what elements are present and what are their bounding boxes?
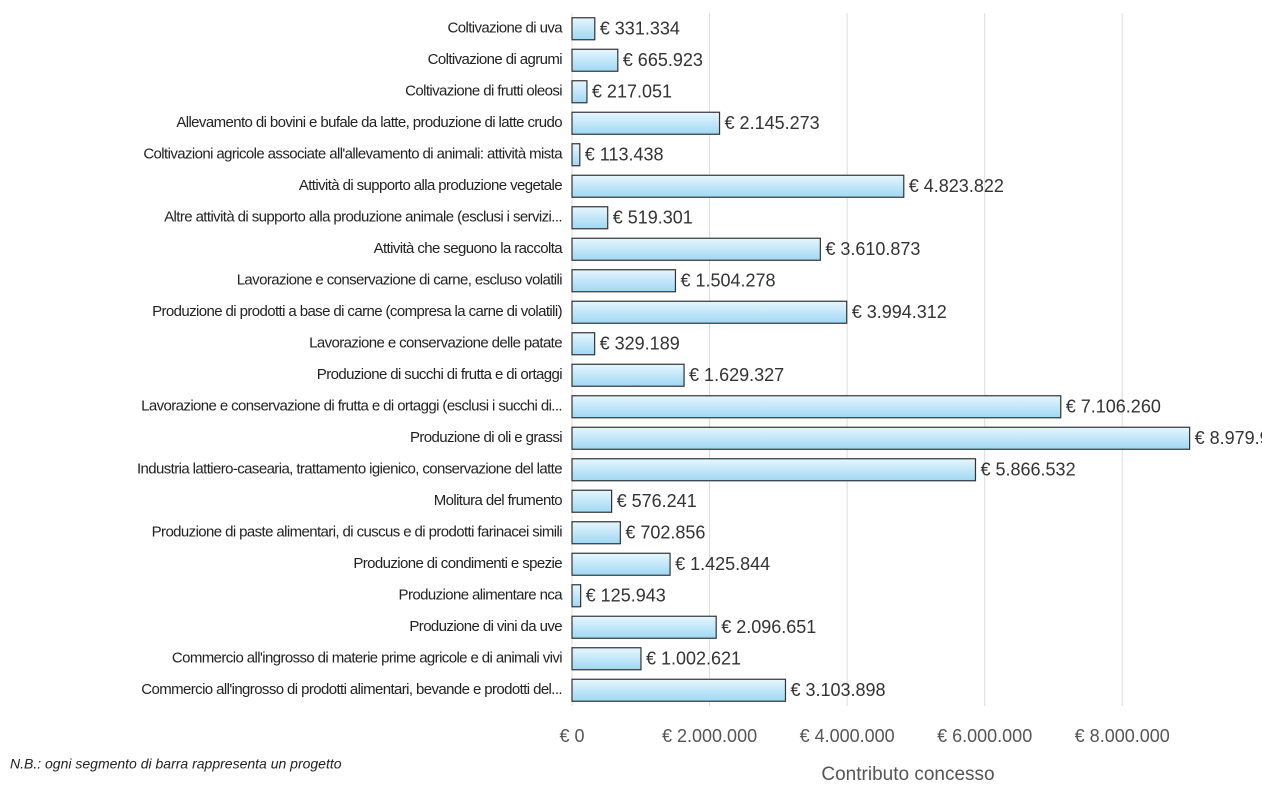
value-label: € 2.145.273 [725,113,820,133]
x-tick-label: € 4.000.000 [800,726,895,746]
category-label: Allevamento di bovini e bufale da latte,… [176,114,562,131]
category-label: Lavorazione e conservazione di frutta e … [141,398,562,415]
x-tick-label: € 2.000.000 [662,726,757,746]
bar [571,584,582,608]
bar [571,395,1062,419]
bar [571,332,596,356]
value-label: € 3.610.873 [825,239,920,259]
value-label: € 665.923 [623,50,703,70]
value-label: € 1.629.327 [689,365,784,385]
x-tick-label: € 8.000.000 [1075,726,1170,746]
value-label: € 3.994.312 [852,302,947,322]
bar [571,111,721,135]
bar [571,489,613,513]
category-label: Coltivazione di frutti oleosi [405,83,562,100]
value-label: € 113.438 [585,145,664,165]
bar [571,80,588,104]
bar [571,17,596,41]
value-label: € 125.943 [586,586,666,606]
bar [571,647,642,671]
value-label: € 2.096.651 [721,617,816,637]
bar [571,143,581,167]
category-label: Produzione di paste alimentari, di cuscu… [152,524,563,541]
bar [571,237,821,261]
bar [571,552,671,576]
bar [571,363,685,387]
category-label: Produzione di prodotti a base di carne (… [152,303,563,320]
bar [571,300,848,324]
category-label: Industria lattiero-casearia, trattamento… [137,461,562,478]
bar [571,206,609,230]
value-label: € 1.002.621 [646,649,741,669]
value-label: € 702.856 [625,523,705,543]
x-axis-label: Contributo concesso [821,764,994,785]
value-label: € 329.189 [600,334,680,354]
category-label: Molitura del frumento [434,492,563,509]
value-label: € 3.103.898 [790,680,885,700]
category-label: Lavorazione e conservazione delle patate [309,335,562,352]
value-label: € 331.334 [600,19,680,39]
category-label: Coltivazione di uva [447,20,563,37]
value-label: € 576.241 [617,491,697,511]
x-tick-label: € 0 [559,726,584,746]
bar [571,269,677,293]
value-label: € 1.504.278 [680,271,775,291]
category-label: Produzione di succhi di frutta e di orta… [317,366,562,383]
category-label: Attività di supporto alla produzione veg… [299,177,562,194]
bar [571,174,905,198]
value-label: € 217.051 [592,82,672,102]
value-label: € 519.301 [613,208,693,228]
value-label: € 5.866.532 [980,460,1075,480]
value-label: € 7.106.260 [1066,397,1161,417]
category-label: Commercio all'ingrosso di prodotti alime… [141,681,562,698]
category-label: Lavorazione e conservazione di carne, es… [237,272,563,289]
category-label: Commercio all'ingrosso di materie prime … [172,650,562,667]
bar [571,521,621,545]
value-label: € 4.823.822 [909,176,1004,196]
bar [571,48,619,72]
category-label: Altre attività di supporto alla produzio… [164,209,562,226]
value-label: € 8.979.943 [1195,428,1262,448]
category-label: Attività che seguono la raccolta [374,240,564,257]
bar [571,615,717,639]
x-tick-label: € 6.000.000 [937,726,1032,746]
bar [571,678,787,702]
category-label: Produzione di oli e grassi [410,429,562,446]
bar [571,458,977,482]
category-label: Coltivazione di agrumi [428,51,563,68]
category-label: Produzione di condimenti e spezie [353,555,562,572]
annotation: N.B.: ogni segmento di barra rappresenta… [10,756,342,772]
category-label: Produzione alimentare nca [399,587,564,604]
value-label: € 1.425.844 [675,554,770,574]
category-label: Coltivazioni agricole associate all'alle… [143,146,563,163]
bar [571,426,1191,450]
category-label: Produzione di vini da uve [409,618,562,635]
